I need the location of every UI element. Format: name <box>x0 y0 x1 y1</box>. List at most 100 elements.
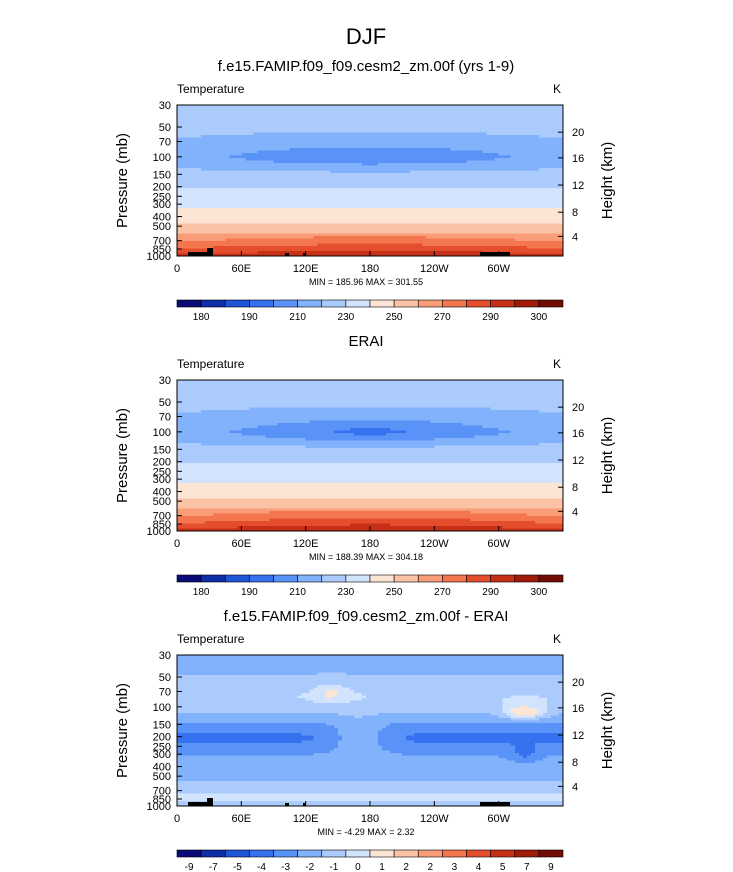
contour-band <box>177 712 339 716</box>
contour-band <box>257 150 484 154</box>
contour-band <box>177 112 564 116</box>
contour-band <box>177 692 303 696</box>
contour-band <box>177 145 564 149</box>
contour-band <box>177 435 267 439</box>
pressure-tick-label: 850 <box>153 794 171 806</box>
contour-band <box>462 422 564 426</box>
contour-band <box>414 733 564 737</box>
contour-band <box>345 672 564 676</box>
contour-band <box>177 725 335 729</box>
contour-band <box>349 427 391 431</box>
contour-band <box>177 758 508 762</box>
contour-band <box>177 240 564 245</box>
contour-band <box>382 727 564 732</box>
pressure-tick-label: 70 <box>159 686 171 698</box>
contour-band <box>177 670 564 674</box>
colorbar-swatch <box>538 849 564 858</box>
colorbar-swatch <box>369 299 395 308</box>
colorbar-label: 300 <box>531 312 548 323</box>
contour-band <box>177 485 564 489</box>
colorbar-label: 230 <box>338 312 355 323</box>
height-tick-label: 8 <box>572 207 578 219</box>
pressure-tick-label: 150 <box>153 719 171 731</box>
contour-band <box>177 525 238 530</box>
contour-band <box>337 740 379 744</box>
contour-band <box>337 692 363 696</box>
contour-band <box>177 778 564 782</box>
contour-band <box>177 137 564 141</box>
contour-band <box>177 250 259 255</box>
contour-band <box>406 735 564 739</box>
colorbar-swatch <box>369 574 395 583</box>
contour-band <box>201 410 540 414</box>
contour-band <box>177 390 564 394</box>
contour-band <box>177 735 315 739</box>
contour-band <box>502 700 548 704</box>
contour-band <box>177 105 564 109</box>
contour-band <box>534 750 564 754</box>
contour-band <box>546 707 564 711</box>
contour-band <box>177 208 564 212</box>
colorbar-swatch <box>345 574 371 583</box>
contour-band <box>177 170 331 174</box>
contour-band <box>177 675 564 679</box>
colorbar-label: 4 <box>476 862 482 872</box>
contour-band <box>498 755 524 759</box>
colorbar-swatch <box>273 849 298 858</box>
contour-band <box>177 395 564 399</box>
contour-band <box>177 152 242 156</box>
panel-title: f.e15.FAMIP.f09_f09.cesm2_zm.00f - ERAI <box>224 608 509 625</box>
contour-band <box>177 115 564 119</box>
contour-field <box>177 655 564 807</box>
contour-band <box>177 125 564 129</box>
contour-band <box>502 710 512 714</box>
contour-band <box>353 690 564 694</box>
contour-band <box>514 750 536 754</box>
contour-band <box>498 715 512 719</box>
contour-band <box>177 770 564 774</box>
colorbar-label: 9 <box>548 862 554 872</box>
pressure-tick-label: 200 <box>153 457 171 469</box>
colorbar-label: -7 <box>209 862 218 872</box>
contour-band <box>205 520 536 525</box>
colorbar-label: 5 <box>500 862 506 872</box>
pressure-tick-label: 70 <box>159 136 171 148</box>
contour-band <box>550 715 564 719</box>
colorbar-label: -2 <box>305 862 314 872</box>
contour-band <box>538 717 564 722</box>
contour-band <box>534 707 548 711</box>
contour-band <box>177 717 512 722</box>
contour-band <box>177 385 564 389</box>
pressure-tick-label: 100 <box>153 427 171 439</box>
contour-band <box>177 750 331 754</box>
contour-band <box>325 690 339 694</box>
contour-band <box>177 162 363 166</box>
contour-band <box>526 755 548 759</box>
colorbar-swatch <box>514 849 540 858</box>
contour-band <box>177 248 564 252</box>
height-tick-label: 20 <box>572 677 584 689</box>
contour-band <box>177 715 355 719</box>
contour-band <box>305 437 435 441</box>
contour-band <box>177 177 564 182</box>
contour-band <box>177 490 564 494</box>
contour-band <box>177 488 564 492</box>
contour-band <box>353 715 363 719</box>
contour-band <box>365 695 512 699</box>
contour-band <box>414 740 564 744</box>
contour-band <box>490 407 564 411</box>
contour-band <box>349 700 504 704</box>
topography-mark <box>303 803 306 806</box>
contour-band <box>510 430 564 434</box>
contour-band <box>353 432 387 436</box>
contour-band <box>273 160 468 164</box>
contour-band <box>289 147 452 151</box>
pressure-tick-label: 250 <box>153 741 171 753</box>
contour-band <box>534 760 564 764</box>
contour-band <box>177 765 564 769</box>
units-label: K <box>553 632 561 646</box>
pressure-tick-label: 300 <box>153 749 171 761</box>
height-tick-label: 12 <box>572 180 584 192</box>
contour-band <box>470 510 564 514</box>
colorbar-swatch <box>321 299 347 308</box>
